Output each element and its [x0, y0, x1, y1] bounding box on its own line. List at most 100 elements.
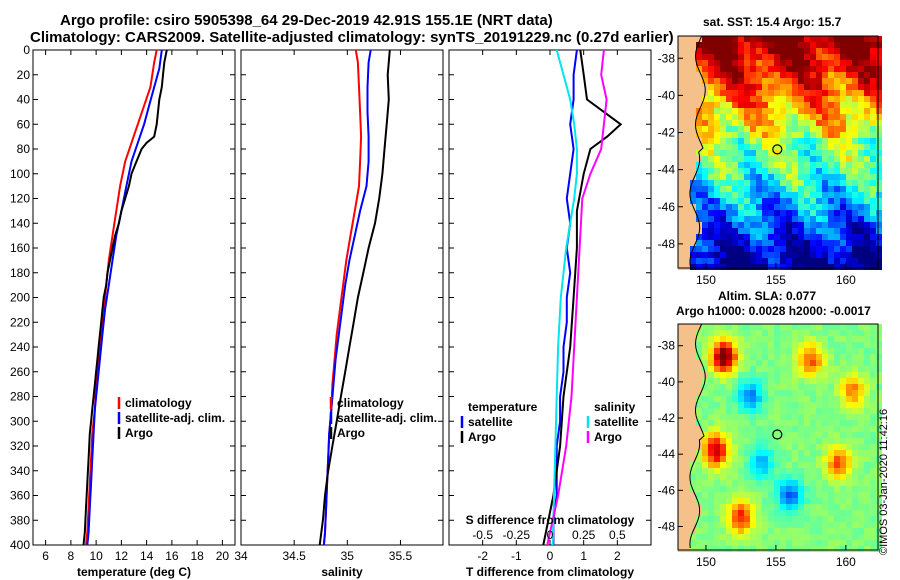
- map-cell: [708, 126, 714, 132]
- map-cell: [798, 168, 804, 174]
- map-cell: [684, 210, 690, 216]
- map-cell: [774, 354, 780, 360]
- map-cell: [738, 258, 744, 264]
- map-cell: [840, 234, 846, 240]
- map-cell: [768, 246, 774, 252]
- map-cell: [702, 324, 708, 330]
- map-cell: [876, 114, 882, 120]
- map-cell: [756, 390, 762, 396]
- map-cell: [756, 348, 762, 354]
- map-cell: [816, 78, 822, 84]
- map-cell: [762, 468, 768, 474]
- map-cell: [726, 180, 732, 186]
- map-cell: [786, 252, 792, 258]
- map-cell: [810, 492, 816, 498]
- map-cell: [840, 138, 846, 144]
- map-cell: [828, 390, 834, 396]
- map-cell: [828, 180, 834, 186]
- map-cell: [870, 66, 876, 72]
- map-cell: [738, 126, 744, 132]
- map-cell: [726, 456, 732, 462]
- map-cell: [690, 540, 696, 546]
- map-cell: [750, 360, 756, 366]
- map-cell: [780, 534, 786, 540]
- map-cell: [864, 258, 870, 264]
- map-cell: [708, 222, 714, 228]
- map-cell: [714, 516, 720, 522]
- map-cell: [708, 228, 714, 234]
- map-cell: [750, 222, 756, 228]
- map-cell: [738, 234, 744, 240]
- map-cell: [876, 492, 882, 498]
- map-cell: [786, 168, 792, 174]
- map-cell: [810, 534, 816, 540]
- map-cell: [840, 222, 846, 228]
- map-cell: [762, 114, 768, 120]
- map-cell: [858, 474, 864, 480]
- map-cell: [816, 420, 822, 426]
- map-cell: [834, 402, 840, 408]
- map-cell: [732, 192, 738, 198]
- map-cell: [750, 468, 756, 474]
- map-cell: [684, 546, 690, 552]
- map-cell: [846, 330, 852, 336]
- map-cell: [738, 444, 744, 450]
- map-cell: [798, 216, 804, 222]
- map-cell: [870, 138, 876, 144]
- map-cell: [696, 432, 702, 438]
- map-cell: [768, 240, 774, 246]
- map-cell: [690, 414, 696, 420]
- map-cell: [738, 90, 744, 96]
- map-cell: [858, 522, 864, 528]
- map-cell: [678, 372, 684, 378]
- map-cell: [798, 108, 804, 114]
- map-cell: [786, 414, 792, 420]
- map-cell: [810, 402, 816, 408]
- map-cell: [768, 546, 774, 552]
- map-cell: [846, 174, 852, 180]
- map-cell: [762, 504, 768, 510]
- map-cell: [798, 246, 804, 252]
- map-cell: [720, 204, 726, 210]
- map-cell: [846, 324, 852, 330]
- map-cell: [738, 132, 744, 138]
- map-cell: [732, 150, 738, 156]
- map-cell: [834, 492, 840, 498]
- map-cell: [744, 420, 750, 426]
- map-cell: [870, 258, 876, 264]
- map-lon-label: 150: [696, 273, 716, 287]
- map-cell: [816, 342, 822, 348]
- map-cell: [828, 114, 834, 120]
- map-cell: [864, 96, 870, 102]
- map-cell: [786, 348, 792, 354]
- map-cell: [828, 60, 834, 66]
- map-cell: [780, 174, 786, 180]
- map-cell: [810, 426, 816, 432]
- map-cell: [786, 204, 792, 210]
- map-cell: [714, 420, 720, 426]
- map-cell: [774, 438, 780, 444]
- map-cell: [756, 192, 762, 198]
- map-cell: [714, 444, 720, 450]
- map-cell: [810, 168, 816, 174]
- map-cell: [846, 150, 852, 156]
- map-cell: [768, 438, 774, 444]
- map-cell: [852, 222, 858, 228]
- map-cell: [876, 54, 882, 60]
- map-cell: [750, 204, 756, 210]
- map-cell: [780, 396, 786, 402]
- map-cell: [876, 78, 882, 84]
- map-cell: [810, 462, 816, 468]
- map-cell: [750, 384, 756, 390]
- map-cell: [714, 546, 720, 552]
- map-cell: [750, 120, 756, 126]
- map-cell: [738, 204, 744, 210]
- map-cell: [744, 210, 750, 216]
- map-cell: [750, 168, 756, 174]
- map-cell: [792, 114, 798, 120]
- map-cell: [738, 492, 744, 498]
- map-cell: [678, 198, 684, 204]
- map-cell: [786, 132, 792, 138]
- map-cell: [762, 534, 768, 540]
- map-cell: [804, 78, 810, 84]
